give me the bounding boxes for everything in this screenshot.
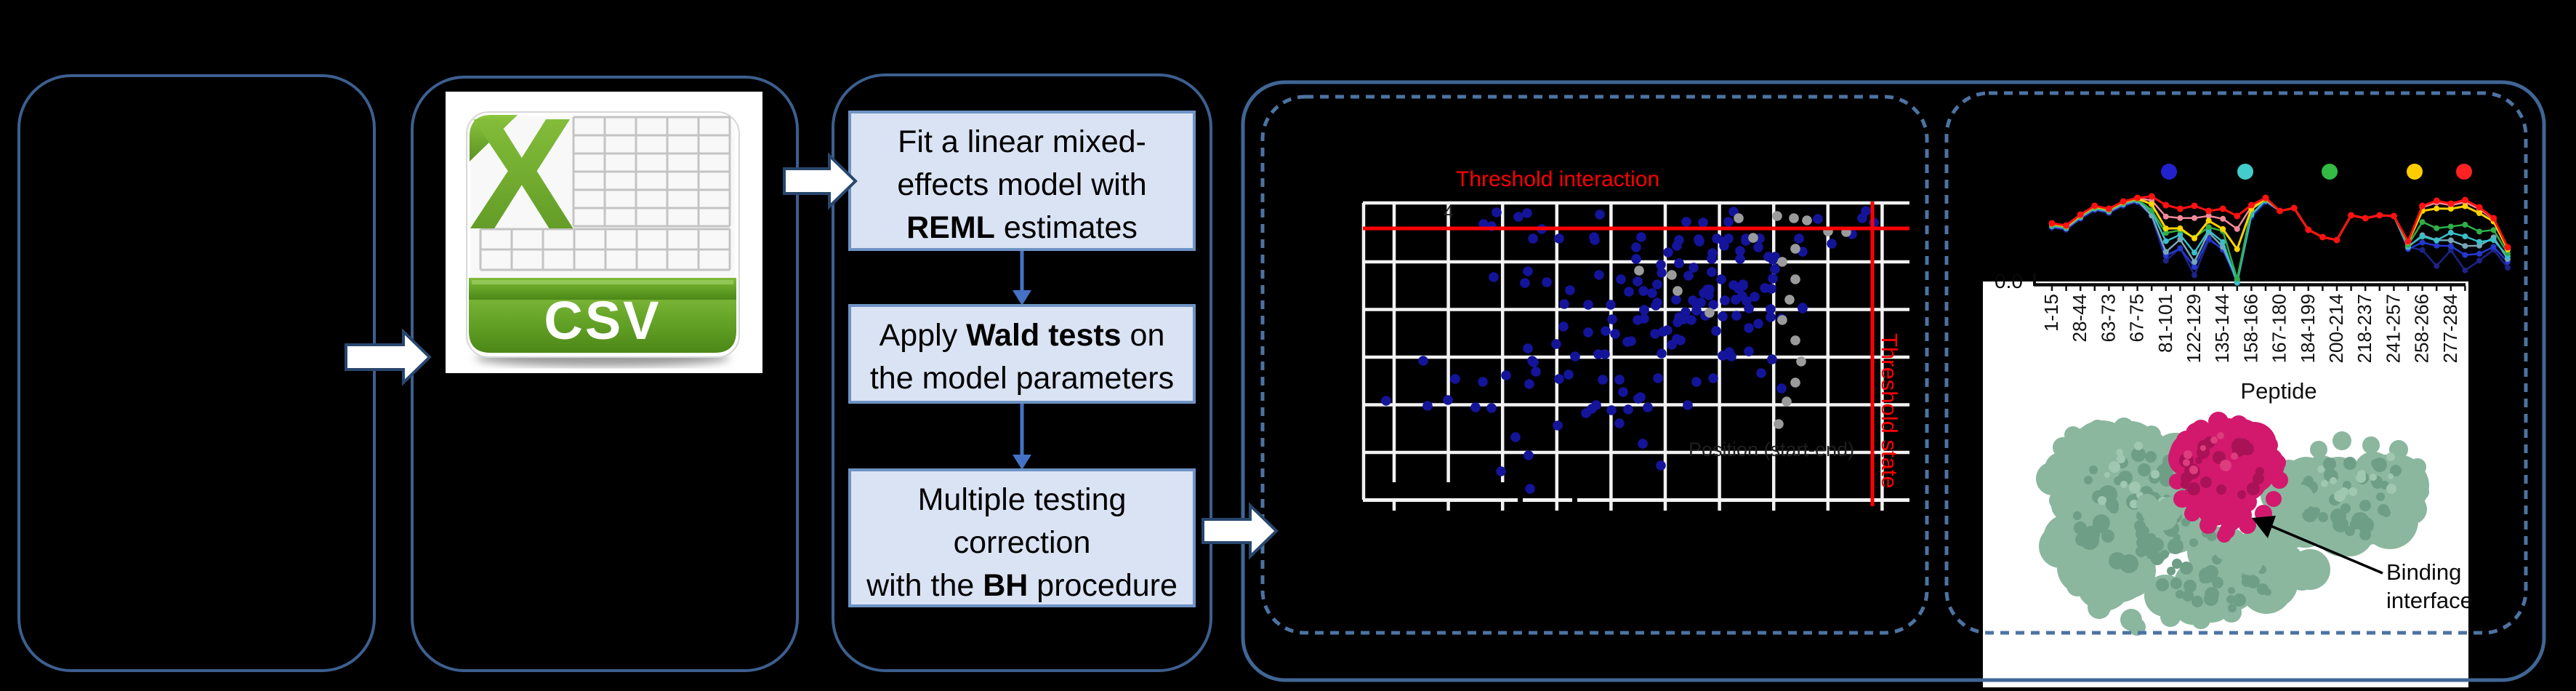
svg-text:81-101: 81-101 [2154,294,2176,353]
svg-text:167-180: 167-180 [2269,294,2290,363]
svg-text:correction: correction [954,525,1091,560]
svg-text:184-199: 184-199 [2297,294,2319,363]
svg-text:200-214: 200-214 [2325,294,2347,363]
svg-text:Threshold interaction: Threshold interaction [1456,167,1659,191]
svg-text:0.0: 0.0 [1995,270,2023,292]
svg-text:4: 4 [1444,202,1454,223]
svg-text:Apply Wald tests on: Apply Wald tests on [880,318,1165,353]
svg-text:Position (start-end): Position (start-end) [1689,439,1854,460]
svg-text:Threshold state: Threshold state [1877,333,1902,489]
svg-text:Binding: Binding [2386,559,2461,585]
svg-text:63-73: 63-73 [2097,294,2119,343]
svg-text:CSV: CSV [544,290,661,351]
svg-text:67-75: 67-75 [2126,294,2148,343]
svg-text:241-257: 241-257 [2382,294,2404,363]
svg-text:REML estimates: REML estimates [906,210,1138,245]
svg-text:1-15: 1-15 [2040,294,2062,332]
svg-text:Multiple testing: Multiple testing [918,482,1127,517]
svg-text:277-284: 277-284 [2439,294,2461,363]
svg-text:X: X [469,86,574,263]
svg-text:28-44: 28-44 [2069,294,2090,343]
svg-text:258-266: 258-266 [2411,294,2433,363]
svg-text:218-237: 218-237 [2354,294,2375,363]
svg-text:effects model with: effects model with [897,167,1146,202]
svg-text:interface: interface [2386,588,2473,613]
svg-text:with the BH procedure: with the BH procedure [866,568,1178,603]
svg-text:158-166: 158-166 [2239,294,2261,363]
svg-text:the model parameters: the model parameters [870,361,1174,396]
svg-text:Peptide: Peptide [2240,378,2317,404]
svg-text:Fit a linear mixed-: Fit a linear mixed- [898,124,1146,159]
svg-text:135-144: 135-144 [2211,294,2233,363]
svg-text:122-129: 122-129 [2183,294,2205,363]
